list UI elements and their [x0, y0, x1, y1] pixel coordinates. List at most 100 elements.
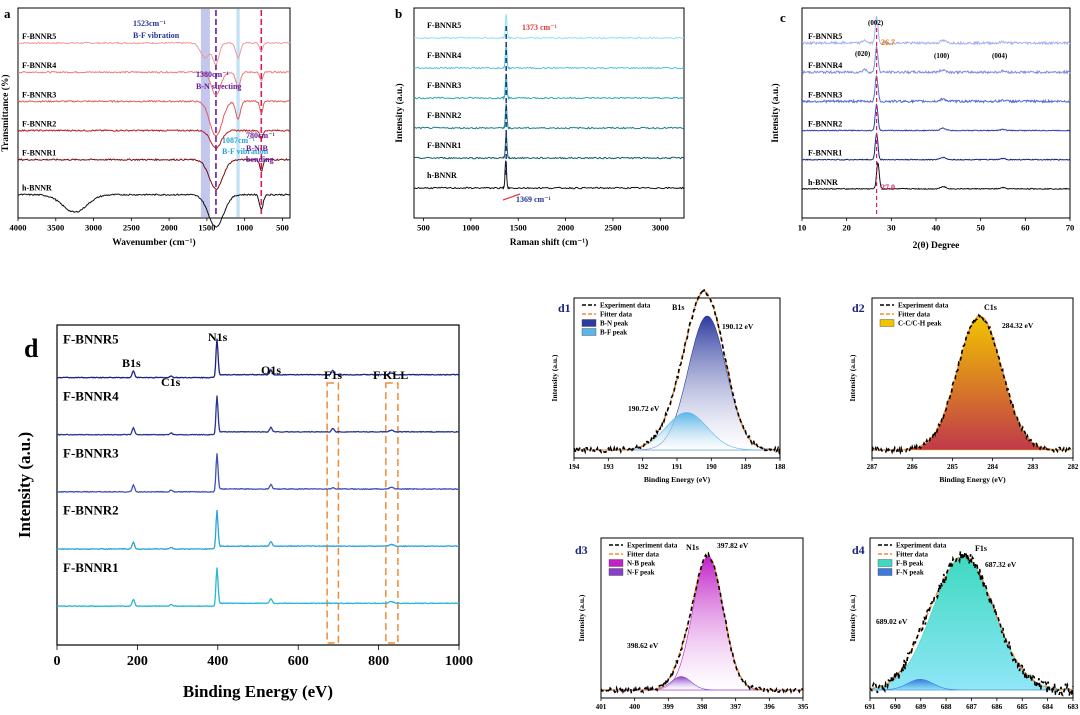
x-tick-label: 3000 [85, 223, 102, 233]
series-label: F-BNNR4 [808, 61, 842, 70]
legend-label: Experiment data [898, 302, 949, 310]
x-tick-label: 1000 [462, 223, 479, 233]
y-axis-label: Intensity (a.u.) [770, 83, 781, 142]
series-line [17, 41, 291, 66]
legend-label: F-N peak [896, 569, 924, 577]
legend-label: Experiment data [627, 542, 678, 550]
x-tick-label: 284 [987, 463, 998, 471]
legend-swatch [581, 328, 597, 336]
peak-label: B1s [122, 356, 141, 370]
panel-d4: 691690689688687686685684683Binding Energ… [848, 537, 1079, 711]
annotation: B-F vibration [133, 31, 180, 40]
x-tick-label: 10 [798, 223, 807, 233]
x-tick-label: 0 [54, 654, 61, 669]
x-tick-label: 685 [1017, 703, 1028, 711]
series-line [56, 567, 460, 608]
x-tick-label: 1000 [445, 654, 473, 669]
x-tick-label: 2500 [604, 223, 621, 233]
x-tick-label: 689 [915, 703, 926, 711]
x-tick-label: 189 [740, 463, 751, 471]
x-tick-label: 2500 [123, 223, 140, 233]
series-label: h-BNNR [22, 184, 52, 193]
y-axis-label: Intensity (a.u.) [577, 594, 586, 641]
x-tick-label: 400 [629, 703, 640, 711]
x-tick-label: 683 [1068, 703, 1079, 711]
x-axis-label: 2(θ) Degree [913, 240, 960, 251]
legend-label: Fitter data [898, 311, 930, 319]
annotation: 1373 cm⁻¹ [522, 23, 557, 32]
peak-label: (020) [855, 50, 871, 58]
series-label: F-BNNR1 [427, 141, 461, 150]
series-label: F-BNNR5 [427, 21, 461, 30]
legend-label: C-C/C-H peak [898, 320, 941, 328]
x-tick-label: 283 [1027, 463, 1038, 471]
panel-label: d4 [852, 543, 865, 557]
legend-label: B-F peak [600, 329, 627, 337]
highlight-band [200, 9, 210, 217]
x-tick-label: 686 [991, 703, 1002, 711]
panel-label: d1 [558, 301, 571, 315]
x-axis-label: Raman shift (cm⁻¹) [510, 237, 589, 248]
x-tick-label: 282 [1068, 463, 1079, 471]
experiment-line [871, 312, 1074, 455]
x-tick-label: 1500 [510, 223, 527, 233]
x-tick-label: 395 [798, 703, 809, 711]
peak-title: N1s [686, 543, 699, 552]
peak-area [872, 315, 1073, 451]
x-tick-label: 500 [417, 223, 430, 233]
x-tick-label: 4000 [10, 223, 27, 233]
arrow-line [502, 193, 521, 201]
series-label: F-BNNR1 [808, 149, 842, 158]
annotation: 1369 cm⁻¹ [516, 195, 551, 204]
x-tick-label: 687 [966, 703, 977, 711]
legend-label: B-N peak [600, 320, 628, 328]
series-line [801, 103, 1071, 132]
panel-label: b [395, 6, 402, 21]
series-line [801, 15, 1071, 46]
legend-label: F-B peak [896, 560, 924, 568]
series-line [413, 14, 685, 40]
peak-area [870, 679, 1073, 691]
legend-label: Fitter data [627, 551, 659, 559]
peak-label: (100) [934, 52, 950, 60]
peak-value-label: 689.02 eV [876, 617, 908, 626]
series-line [56, 338, 460, 379]
annotation: 780cm⁻¹ [246, 131, 275, 140]
axis-frame [17, 7, 291, 219]
legend-swatch [608, 568, 624, 576]
peak-label: C1s [161, 375, 181, 389]
y-axis-label: Intensity (a.u.) [848, 594, 857, 641]
series-label: F-BNNR3 [427, 81, 461, 90]
x-tick-label: 600 [288, 654, 309, 669]
x-tick-label: 70 [1066, 223, 1075, 233]
panel-a: 4000 3500 3000 2500 2000 1500 1000 500 Wavenumbe… [0, 6, 291, 248]
legend-label: Fitter data [896, 551, 928, 559]
series-label: F-BNNR2 [808, 120, 842, 129]
x-tick-label: 60 [1021, 223, 1030, 233]
x-tick-label: 30 [887, 223, 896, 233]
x-axis-label: Binding Energy (eV) [644, 475, 711, 484]
x-tick-label: 500 [276, 223, 289, 233]
series-label: h-BNNR [427, 171, 457, 180]
series-line [17, 157, 291, 190]
highlight-band [236, 9, 240, 217]
panel-label: d3 [575, 543, 588, 557]
y-axis-label: Intensity (a.u.) [15, 432, 34, 538]
series-line [413, 73, 685, 101]
x-tick-label: 2000 [161, 223, 178, 233]
series-label: F-BNNR4 [63, 388, 119, 403]
legend-label: N-F peak [627, 569, 655, 577]
series-line [413, 43, 685, 71]
x-tick-label: 401 [596, 703, 607, 711]
annotation: B-F vibration [222, 147, 269, 156]
series-line [56, 510, 459, 551]
series-line [17, 129, 291, 150]
series-line [17, 70, 291, 96]
series-line [801, 45, 1071, 75]
peak-value-label: 190.12 eV [722, 322, 754, 331]
legend-swatch [581, 319, 597, 327]
x-tick-label: 688 [941, 703, 952, 711]
x-tick-label: 3500 [47, 223, 64, 233]
legend-label: Experiment data [896, 542, 947, 550]
